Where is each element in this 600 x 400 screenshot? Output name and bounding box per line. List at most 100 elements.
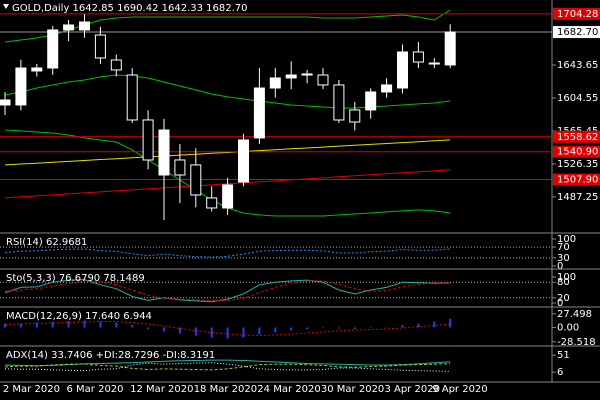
histogram-bar: [369, 327, 372, 328]
level-label: 1704.28: [557, 9, 598, 20]
indicator-line: [4, 279, 451, 303]
y-tick-label: 0: [557, 261, 563, 272]
panel-title: MACD(12,26,9) 17.640 6.944: [6, 311, 152, 322]
panel-title: RSI(14) 62.9681: [6, 237, 87, 248]
candle-body: [31, 67, 43, 72]
histogram-bar: [306, 327, 309, 329]
histogram-bar: [67, 321, 70, 328]
x-tick-label: 9 Apr 2020: [432, 384, 487, 395]
histogram-bar: [35, 322, 38, 328]
candle-body: [0, 99, 11, 106]
level-label: 1507.90: [557, 175, 598, 186]
y-tick-label: 1487.25: [557, 192, 598, 203]
candle-body: [126, 74, 138, 121]
indicator-line: [4, 363, 451, 371]
candle-body: [63, 24, 75, 31]
histogram-bar: [131, 325, 134, 328]
level-label: 1540.90: [557, 147, 598, 158]
y-tick-label: 1604.55: [557, 93, 598, 104]
indicator-line: [4, 359, 451, 367]
indicator-line: [4, 139, 451, 166]
histogram-bar: [258, 327, 261, 335]
x-tick-label: 12 Mar 2020: [130, 384, 193, 395]
x-tick-label: 30 Mar 2020: [321, 384, 384, 395]
y-tick-label: 20: [557, 293, 570, 304]
candle-body: [428, 62, 440, 65]
histogram-bar: [401, 325, 404, 328]
histogram-bar: [178, 327, 181, 334]
x-tick-label: 2 Mar 2020: [3, 384, 60, 395]
candle-body: [222, 184, 234, 209]
candle-body: [317, 74, 329, 86]
histogram-bar: [449, 318, 452, 328]
histogram-bar: [19, 323, 22, 328]
level-tag: [553, 7, 600, 20]
candle-body: [238, 139, 249, 183]
histogram-bar: [322, 327, 324, 328]
histogram-bar: [337, 327, 340, 329]
y-tick-label: 100: [557, 234, 576, 245]
candle-body: [79, 21, 90, 31]
candle-body: [444, 31, 456, 66]
histogram-bar: [210, 327, 213, 338]
x-tick-label: 3 Apr 2020: [385, 384, 440, 395]
candle-body: [381, 84, 393, 93]
candle-body: [158, 129, 170, 176]
histogram-bar: [242, 327, 245, 338]
histogram-bar: [51, 321, 54, 328]
last-price-label: 1682.70: [557, 27, 598, 38]
histogram-bar: [417, 323, 420, 328]
histogram-bar: [83, 320, 86, 328]
histogram-bar: [290, 327, 293, 331]
x-tick-label: 24 Mar 2020: [257, 384, 320, 395]
candle-body: [110, 59, 122, 71]
x-tick-label: 6 Mar 2020: [67, 384, 124, 395]
y-tick-label: 0: [557, 298, 563, 309]
indicator-line: [4, 280, 451, 302]
candle-body: [206, 197, 218, 209]
candle-body: [142, 119, 154, 161]
y-tick-label: 80: [557, 277, 570, 288]
candle-body: [253, 87, 265, 139]
candle-body: [365, 91, 377, 111]
y-tick-label: 0.00: [557, 323, 579, 334]
candle-body: [174, 159, 186, 176]
panel-title: Sto(5,3,3) 76.6790 78.1489: [6, 273, 145, 284]
candle-body: [190, 164, 202, 196]
candle-body: [15, 67, 27, 106]
candle-body: [412, 51, 424, 63]
histogram-bar: [226, 327, 229, 339]
histogram-bar: [115, 322, 118, 328]
candle-body: [94, 34, 106, 59]
candle-body: [349, 109, 361, 123]
histogram-bar: [385, 327, 388, 328]
indicator-line: [4, 321, 451, 337]
histogram-bar: [274, 327, 277, 333]
candle-body: [269, 77, 281, 89]
histogram-bar: [163, 327, 165, 332]
y-tick-label: 100: [557, 272, 576, 283]
y-tick-label: 27.498: [557, 309, 592, 320]
x-tick-label: 18 Mar 2020: [194, 384, 257, 395]
y-tick-label: 6: [557, 367, 563, 378]
y-tick-label: 70: [557, 242, 570, 253]
histogram-bar: [4, 323, 6, 328]
histogram-bar: [194, 327, 197, 336]
last-price-tag: [553, 26, 600, 39]
chart-title: GOLD,Daily 1642.85 1690.42 1642.33 1682.…: [12, 3, 248, 14]
y-tick-label: 30: [557, 253, 570, 264]
histogram-bar: [433, 321, 436, 328]
histogram-bar: [353, 327, 356, 329]
level-label: 1558.62: [557, 132, 598, 143]
level-tag: [553, 145, 600, 158]
indicator-line: [4, 362, 451, 372]
level-tag: [553, 173, 600, 186]
histogram-bar: [147, 327, 150, 329]
candle-body: [333, 84, 345, 121]
y-tick-label: 51: [557, 350, 570, 361]
menu-arrow[interactable]: [3, 4, 9, 9]
y-tick-label: 1643.65: [557, 60, 598, 71]
indicator-line: [4, 248, 451, 258]
y-tick-label: -28.518: [557, 337, 596, 348]
candle-body: [47, 29, 59, 69]
